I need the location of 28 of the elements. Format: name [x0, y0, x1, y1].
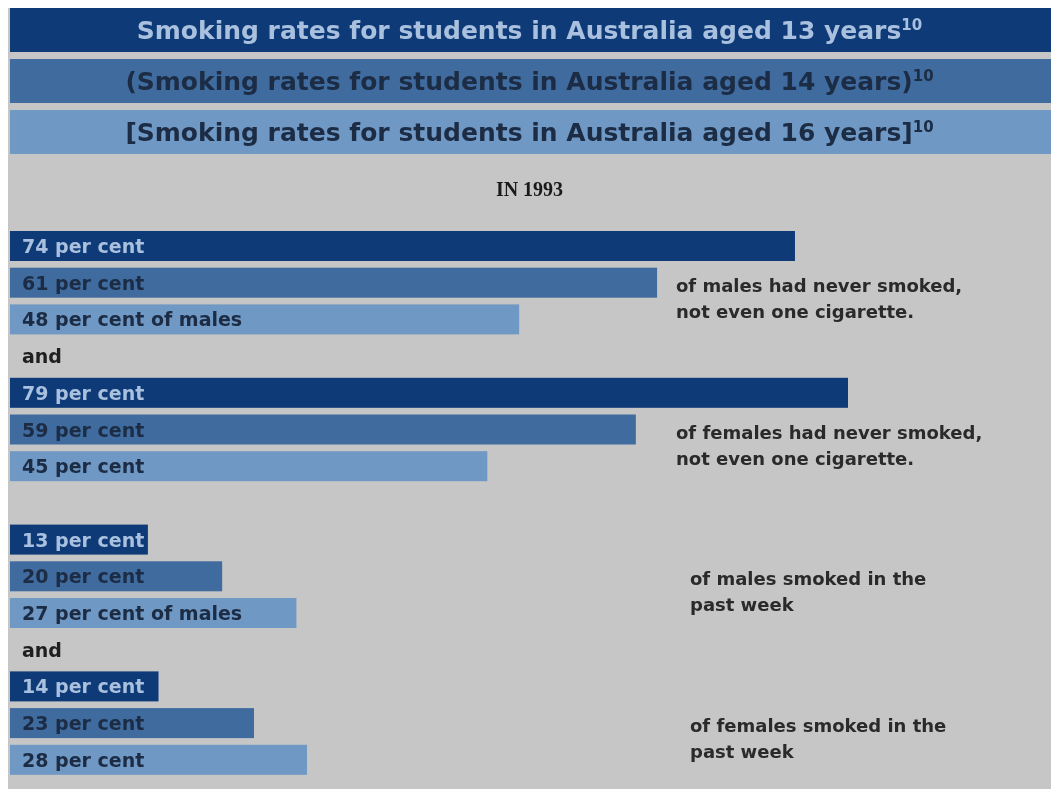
data-label: 27 per cent of males — [22, 602, 243, 624]
text: Smoking rates for students in Australia aged 13 years$^{10}$ — [136, 16, 923, 45]
data-label: 28 per cent — [22, 748, 145, 771]
bar — [10, 231, 795, 261]
annotation: and — [22, 638, 62, 661]
bar — [10, 414, 636, 445]
data-label: 20 per cent — [22, 565, 145, 588]
data-label: 61 per cent — [22, 271, 145, 294]
chart-subtitle: IN 1993 — [495, 178, 564, 200]
y-tick-label: of males had never smoked, not even one cigarette. — [676, 274, 963, 322]
bar — [10, 267, 658, 298]
data-label: 79 per cent — [22, 381, 145, 404]
y-tick-label: of males smoked in the past week — [690, 568, 927, 616]
bar — [10, 451, 488, 482]
annotation: and — [22, 345, 62, 368]
bar — [10, 744, 308, 775]
data-label: 45 per cent — [22, 455, 145, 478]
data-label: 48 per cent of males — [22, 308, 243, 331]
data-label: 59 per cent — [22, 418, 145, 441]
y-tick-label: of females smoked in the past week — [690, 715, 947, 763]
y-tick-label: of females had never smoked, not even one cigarette. — [676, 421, 983, 469]
bar — [10, 377, 848, 408]
text: (Smoking rates for students in Australia aged 14 years)$^{10}$ — [125, 67, 934, 96]
data-label: 13 per cent — [22, 528, 145, 551]
data-label: 14 per cent — [22, 675, 145, 698]
data-label: 74 per cent — [22, 235, 145, 257]
data-label: 23 per cent — [22, 712, 145, 735]
text: [Smoking rates for students in Australia aged 16 years]$^{10}$ — [125, 118, 934, 147]
